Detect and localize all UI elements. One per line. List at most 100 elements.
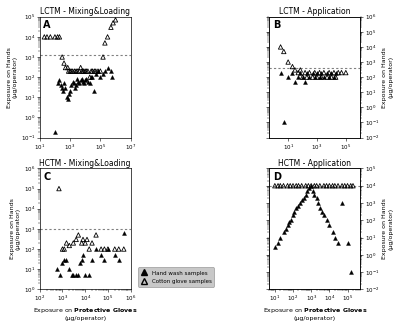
X-axis label: Exposure on $\bf{Protective\ Gloves}$
(μg/operator): Exposure on $\bf{Protective\ Gloves}$ (μ… — [33, 306, 138, 321]
Point — [292, 67, 298, 72]
Point — [312, 70, 318, 75]
Point — [80, 79, 86, 84]
Point — [116, 257, 122, 262]
Point — [61, 60, 67, 66]
Point — [64, 97, 71, 102]
Point — [98, 253, 104, 258]
Point — [324, 70, 330, 75]
Point — [310, 188, 316, 194]
Point — [308, 183, 314, 188]
Point — [311, 183, 318, 188]
Point — [344, 240, 351, 245]
Point — [68, 273, 75, 278]
Point — [321, 74, 327, 80]
Point — [101, 246, 108, 252]
Point — [65, 69, 72, 74]
Point — [102, 40, 108, 46]
Point — [54, 267, 61, 272]
Point — [82, 240, 88, 246]
Point — [289, 70, 296, 75]
Point — [72, 69, 78, 74]
Point — [57, 273, 64, 278]
Point — [314, 74, 320, 80]
Point — [59, 260, 66, 266]
Point — [311, 192, 318, 197]
Point — [286, 219, 292, 225]
Point — [282, 227, 289, 232]
Point — [82, 69, 88, 74]
Point — [332, 183, 338, 188]
Point — [326, 183, 332, 188]
Point — [80, 69, 86, 74]
Point — [344, 183, 351, 188]
Point — [331, 70, 337, 75]
Point — [277, 44, 284, 50]
Point — [91, 89, 98, 94]
Point — [306, 186, 313, 191]
Point — [70, 273, 76, 278]
Point — [280, 183, 287, 188]
Point — [85, 69, 91, 74]
Point — [292, 79, 298, 84]
Point — [61, 81, 67, 86]
Point — [120, 231, 127, 236]
Text: C: C — [44, 172, 51, 182]
Point — [317, 183, 323, 188]
Point — [302, 192, 309, 197]
Point — [308, 183, 314, 188]
Point — [290, 213, 296, 218]
Point — [323, 218, 330, 223]
Point — [89, 69, 96, 74]
Point — [76, 69, 82, 74]
Point — [88, 74, 94, 80]
Point — [318, 70, 324, 75]
Point — [332, 235, 338, 240]
Point — [277, 70, 284, 75]
Title: LCTM - Application: LCTM - Application — [279, 7, 350, 16]
Point — [306, 74, 313, 80]
Point — [338, 70, 345, 75]
Point — [280, 120, 287, 125]
Point — [64, 95, 70, 100]
Point — [275, 240, 281, 245]
Point — [70, 69, 76, 74]
Text: B: B — [273, 20, 280, 31]
Point — [318, 74, 324, 80]
Point — [297, 200, 304, 206]
Point — [78, 257, 85, 262]
Text: A: A — [44, 20, 51, 31]
Point — [295, 183, 302, 188]
Y-axis label: Exposure on Hands
(μg/operator): Exposure on Hands (μg/operator) — [382, 47, 393, 108]
Point — [332, 70, 339, 75]
Title: HCTM - Mixing&Loading: HCTM - Mixing&Loading — [40, 159, 131, 168]
Point — [67, 89, 73, 94]
Point — [89, 74, 96, 80]
Point — [80, 237, 86, 242]
Point — [335, 70, 342, 75]
Point — [326, 70, 332, 75]
Point — [104, 34, 111, 39]
Point — [343, 70, 349, 75]
Point — [110, 20, 116, 25]
Point — [66, 243, 72, 248]
Point — [79, 69, 85, 74]
Point — [78, 65, 84, 70]
Point — [93, 232, 99, 237]
Point — [74, 76, 80, 82]
Point — [70, 240, 76, 246]
Point — [304, 70, 310, 75]
Point — [285, 59, 291, 65]
Point — [284, 183, 291, 188]
Point — [89, 257, 95, 262]
Point — [335, 183, 341, 188]
Point — [321, 213, 327, 218]
Point — [85, 79, 91, 84]
Point — [339, 200, 345, 206]
Point — [280, 230, 287, 235]
Point — [95, 69, 101, 74]
Point — [73, 69, 79, 74]
Point — [275, 183, 281, 188]
Point — [56, 78, 63, 83]
Point — [335, 240, 341, 245]
Point — [97, 69, 104, 74]
